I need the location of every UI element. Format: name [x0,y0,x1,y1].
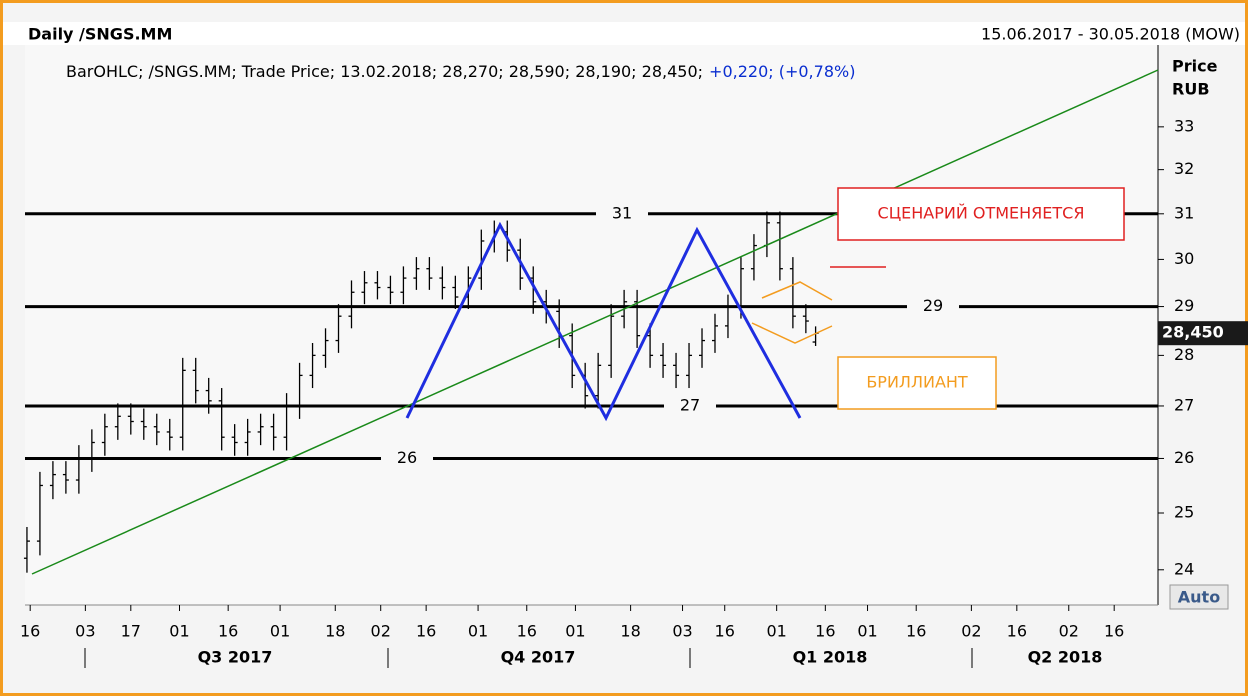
level-label: 27 [680,395,700,414]
chart-title: Daily /SNGS.MM [28,25,172,44]
y-tick-label: 24 [1174,559,1194,578]
x-tick-label: 02 [1059,622,1079,641]
header [3,22,1245,45]
y-tick-label: 28 [1174,345,1194,364]
x-tick-label: 03 [672,622,692,641]
level-label: 26 [397,448,417,467]
x-tick-label: 01 [766,622,786,641]
level-label-bg [907,294,959,319]
legend-info: BarOHLC; /SNGS.MM; Trade Price; 13.02.20… [66,62,703,81]
quarter-label: Q2 2018 [1028,648,1103,667]
y-tick-label: 33 [1174,116,1194,135]
diamond-top [761,281,833,301]
x-tick-label: 16 [517,622,537,641]
x-tick-label: 18 [325,622,345,641]
y-axis-label: Price [1172,57,1218,76]
auto-button[interactable] [1169,584,1229,610]
x-tick-label: 16 [416,622,436,641]
x-tick-label: 16 [815,622,835,641]
level-label-bg [596,201,648,226]
level-label-bg [381,446,433,471]
x-tick-label: 17 [121,622,141,641]
x-tick-label: 01 [270,622,290,641]
last-price-tag [1158,321,1248,346]
x-tick-label: 02 [961,622,981,641]
x-tick-label: 02 [371,622,391,641]
y-tick-label: 25 [1174,503,1194,522]
x-tick-label: 16 [218,622,238,641]
x-tick-label: 01 [468,622,488,641]
x-tick-label: 18 [620,622,640,641]
x-tick-label: 16 [1104,622,1124,641]
quarter-separators [84,648,973,668]
diamond-box [837,356,997,410]
x-tick-label: 01 [857,622,877,641]
level-label: 31 [612,203,632,222]
y-tick-label: 30 [1174,249,1194,268]
x-tick-label: 16 [1007,622,1027,641]
x-tick-label: 03 [75,622,95,641]
w-pattern [405,221,802,422]
annotation: БРИЛЛИАНТ [866,373,968,392]
legend-change: +0,220; (+0,78%) [709,62,855,81]
level-label-bg [664,393,716,418]
trend-line [31,69,1159,575]
x-tick-label: 16 [715,622,735,641]
y-tick-label: 32 [1174,159,1194,178]
y-tick-label: 26 [1174,448,1194,467]
x-tick-label: 16 [20,622,40,641]
level-label: 29 [923,296,943,315]
y-tick-label: 27 [1174,395,1194,414]
legend-text: BarOHLC; /SNGS.MM; Trade Price; 13.02.20… [66,62,855,81]
x-tick-label: 01 [565,622,585,641]
quarter-label: Q3 2017 [198,648,273,667]
y-tick-label: 31 [1174,203,1194,222]
y-tick-label: 29 [1174,296,1194,315]
y-axis-unit: RUB [1172,80,1210,99]
quarter-label: Q1 2018 [793,648,868,667]
x-tick-label: 01 [169,622,189,641]
diamond-bottom [751,322,833,344]
date-range: 15.06.2017 - 30.05.2018 (MOW) [981,25,1240,44]
cancel-box [837,187,1125,241]
plot-area [25,45,1158,605]
quarter-label: Q4 2017 [501,648,576,667]
x-tick-label: 16 [906,622,926,641]
last-price-label: 28,450 [1162,323,1224,342]
auto-label[interactable]: Auto [1178,588,1220,607]
annotation: СЦЕНАРИЙ ОТМЕНЯЕТСЯ [878,204,1085,223]
